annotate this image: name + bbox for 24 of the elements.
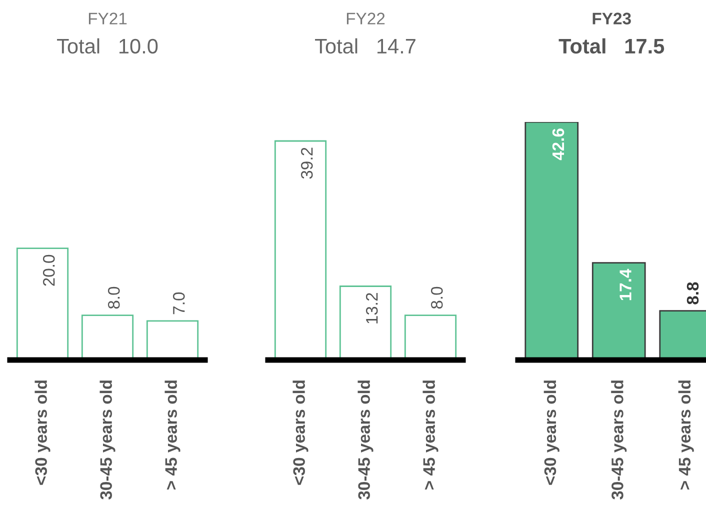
data-label: 42.6 bbox=[552, 128, 564, 160]
x-tick-label: > 45 years old bbox=[678, 380, 694, 490]
data-label: 8.0 bbox=[108, 286, 120, 309]
data-label: 20.0 bbox=[42, 254, 55, 286]
x-tick-label: <30 years old bbox=[292, 380, 308, 485]
data-label: 8.0 bbox=[430, 286, 443, 309]
data-label: 7.0 bbox=[172, 292, 185, 314]
chart-subtitle: Total 10.0 bbox=[57, 38, 158, 54]
x-tick-label: > 45 years old bbox=[164, 380, 180, 490]
x-tick-label: <30 years old bbox=[544, 380, 560, 485]
chart-title: FY23 bbox=[592, 12, 631, 24]
x-tick-label: 30-45 years old bbox=[358, 380, 374, 500]
chart-title: FY22 bbox=[346, 12, 385, 24]
x-tick-label: 30-45 years old bbox=[100, 380, 116, 500]
chart-subtitle: Total 17.5 bbox=[558, 38, 664, 54]
data-label: 39.2 bbox=[300, 148, 313, 179]
chart-subtitle: Total 14.7 bbox=[315, 38, 416, 54]
data-label: 13.2 bbox=[366, 293, 378, 324]
x-tick-label: <30 years old bbox=[34, 380, 50, 485]
x-tick-label: 30-45 years old bbox=[611, 380, 627, 500]
data-label: 17.4 bbox=[620, 268, 632, 300]
chart-title: FY21 bbox=[88, 12, 127, 24]
x-tick-label: > 45 years old bbox=[422, 380, 438, 490]
data-label: 8.8 bbox=[686, 282, 699, 304]
